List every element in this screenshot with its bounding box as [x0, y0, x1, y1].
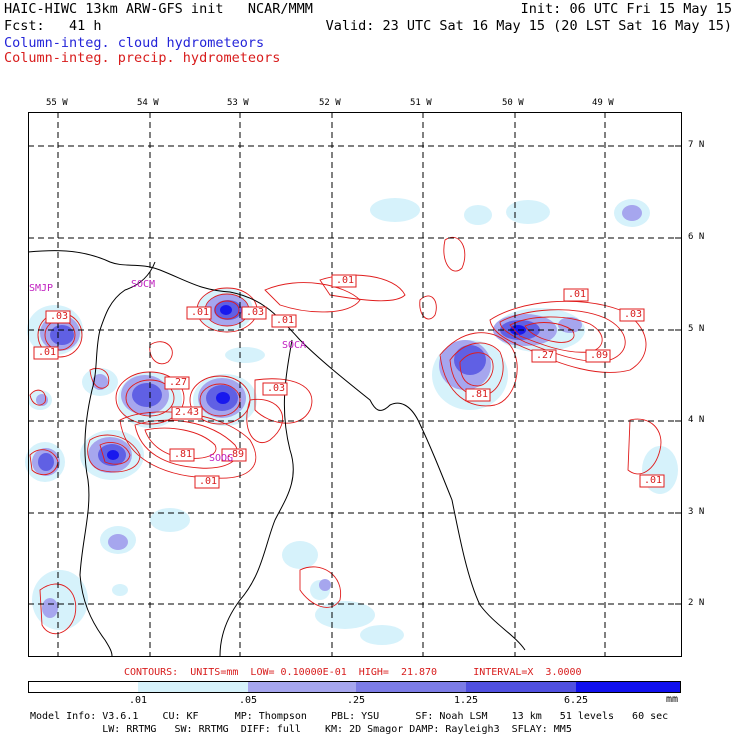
forecast-hour: Fcst: 41 h: [4, 18, 102, 34]
contour-label: 2.43: [175, 407, 200, 418]
lon-label: 54 W: [137, 98, 159, 108]
colorbar-label: 6.25: [563, 695, 589, 706]
colorbar-unit: mm: [666, 694, 679, 705]
contour-label: .01: [568, 289, 587, 300]
station-label: SOOG: [209, 453, 234, 464]
contour-label: .89: [226, 449, 245, 460]
cloud-fill-peak: [107, 305, 526, 460]
init-time: Init: 06 UTC Fri 15 May 15: [520, 1, 732, 17]
lon-label: 49 W: [592, 98, 614, 108]
legend-cloud: Column-integ. cloud hydrometeors: [4, 35, 265, 51]
model-info-line1: Model Info: V3.6.1 CU: KF MP: Thompson P…: [30, 711, 669, 722]
contour-label: .01: [644, 475, 663, 486]
contour-label: .03: [246, 307, 265, 318]
contour-label: .01: [199, 476, 218, 487]
contour-label: .09: [590, 350, 609, 361]
contour-label-boxes: [33, 274, 665, 489]
lon-label: 52 W: [319, 98, 341, 108]
map-frame: [28, 112, 682, 657]
lat-label: 6 N: [688, 232, 705, 242]
model-info-line2: LW: RRTMG SW: RRTMG DIFF: full KM: 2D Sm…: [30, 724, 572, 735]
colorbar-label: .05: [238, 695, 258, 706]
contour-label: .03: [624, 309, 643, 320]
lat-lon-grid: [28, 112, 681, 656]
lon-label: 53 W: [227, 98, 249, 108]
lat-label: 3 N: [688, 507, 705, 517]
tick-marks: [57, 112, 681, 605]
lon-label: 50 W: [502, 98, 524, 108]
station-label: SMJP: [29, 283, 54, 294]
legend-precip: Column-integ. precip. hydrometeors: [4, 50, 281, 66]
contour-label: .81: [470, 389, 489, 400]
contour-label: .27: [536, 350, 555, 361]
run-title: HAIC-HIWC 13km ARW-GFS init NCAR/MMM: [4, 1, 313, 17]
colorbar: [28, 681, 681, 693]
lon-label: 55 W: [46, 98, 68, 108]
contour-label: .03: [50, 311, 69, 322]
lat-label: 7 N: [688, 140, 705, 150]
station-label: SOCA: [282, 340, 307, 351]
contour-label: .01: [191, 307, 210, 318]
contour-label: .01: [276, 315, 295, 326]
contour-info: CONTOURS: UNITS=mm LOW= 0.10000E-01 HIGH…: [124, 667, 582, 678]
lat-label: 2 N: [688, 598, 705, 608]
contour-label: .03: [267, 383, 286, 394]
contour-label: .01: [336, 275, 355, 286]
valid-time: Valid: 23 UTC Sat 16 May 15 (20 LST Sat …: [325, 18, 732, 34]
station-label: SOCM: [131, 279, 156, 290]
colorbar-label: .25: [346, 695, 366, 706]
colorbar-label: .01: [128, 695, 148, 706]
colorbar-label: 1.25: [453, 695, 479, 706]
contour-label: .01: [38, 347, 57, 358]
lat-label: 5 N: [688, 324, 705, 334]
lat-label: 4 N: [688, 415, 705, 425]
coastlines: [27, 250, 526, 657]
lon-label: 51 W: [410, 98, 432, 108]
contour-label: .81: [174, 449, 193, 460]
contour-label: .27: [169, 377, 188, 388]
